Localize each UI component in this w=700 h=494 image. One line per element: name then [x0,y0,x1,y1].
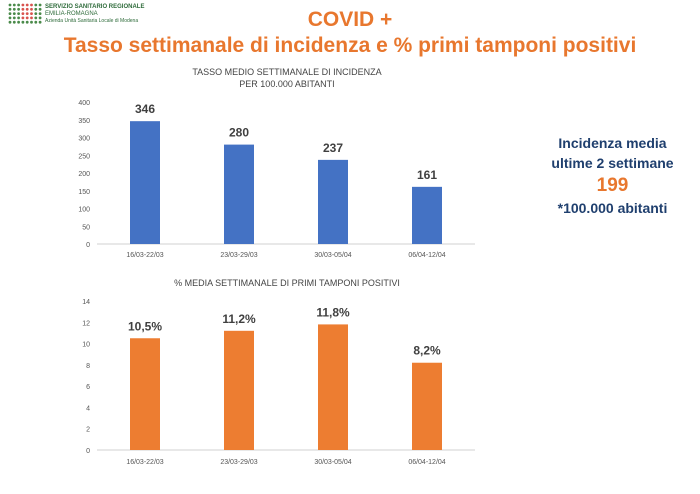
x-tick-label: 23/03-29/03 [220,459,257,466]
x-tick-label: 30/03-05/04 [314,252,351,259]
logo-dot [34,7,38,11]
logo-dot [12,20,16,24]
org-region: EMILIA-ROMAGNA [45,11,98,17]
logo-dot [34,12,38,16]
x-tick-label: 06/04-12/04 [408,459,445,466]
y-tick-label: 150 [78,189,90,196]
logo-dot [12,12,16,16]
bar [318,324,348,450]
logo-dot [30,20,33,24]
logo-dot [30,7,33,11]
logo-dot [25,16,29,20]
logo-dot [38,20,42,24]
logo-dot [25,3,29,7]
side-box: Incidenza media ultime 2 settimane 199 *… [530,133,695,218]
logo-dot [17,16,20,20]
logo-icon [8,3,42,24]
logo-dot [8,12,12,16]
logo-dot [12,7,16,11]
data-label: 237 [323,141,343,155]
x-tick-label: 30/03-05/04 [314,459,351,466]
chart1-title-line2: PER 100.000 ABITANTI [239,79,335,89]
y-tick-label: 8 [86,363,90,370]
bar [130,121,160,244]
y-tick-label: 4 [86,405,90,412]
logo-dot [38,12,42,16]
org-unit: Azienda Unità Sanitaria Locale di Modena [45,18,139,24]
chart2-title: % MEDIA SETTIMANALE DI PRIMI TAMPONI POS… [174,278,400,288]
page-subtitle: Tasso settimanale di incidenza e % primi… [63,34,637,57]
logo-dot [8,16,12,20]
logo-dot [21,16,25,20]
data-label: 10,5% [128,319,162,333]
bar [224,144,254,244]
y-tick-label: 12 [82,320,90,327]
logo-dot [17,20,20,24]
chart1-title-line1: TASSO MEDIO SETTIMANALE DI INCIDENZA [192,67,382,77]
logo-dot [8,20,12,24]
y-tick-label: 50 [82,224,90,231]
logo-dot [17,7,20,11]
data-label: 346 [135,102,155,116]
x-tick-label: 16/03-22/03 [126,252,163,259]
side-line1: Incidenza media [558,135,667,151]
logo-dot [21,3,25,7]
bar [318,159,348,244]
data-label: 8,2% [413,344,441,358]
logo-dot [12,3,16,7]
x-tick-label: 16/03-22/03 [126,459,163,466]
logo-dot [17,3,20,7]
logo-dot [8,7,12,11]
logo-dot [25,20,29,24]
logo-dot [21,7,25,11]
y-tick-label: 250 [78,153,90,160]
logo-dot [12,16,16,20]
side-line2: ultime 2 settimane [551,155,674,171]
y-tick-label: 200 [78,171,90,178]
bar [412,186,442,244]
bar [224,330,254,450]
x-tick-label: 06/04-12/04 [408,252,445,259]
y-tick-label: 350 [78,118,90,125]
logo-dot [34,16,38,20]
y-tick-label: 2 [86,427,90,434]
logo-dot [21,20,25,24]
chart1-title: TASSO MEDIO SETTIMANALE DI INCIDENZA PER… [97,66,477,90]
data-label: 11,2% [222,312,256,326]
side-line4: *100.000 abitanti [557,200,668,216]
org-name: SERVIZIO SANITARIO REGIONALE [45,4,145,10]
logo-dot [30,12,33,16]
logo-dot [38,3,42,7]
logo-dot [25,12,29,16]
y-tick-label: 300 [78,136,90,143]
side-value: 199 [596,175,629,196]
logo-dot [8,3,12,7]
logo-dot [38,16,42,20]
y-tick-label: 14 [82,299,90,306]
y-tick-label: 6 [86,384,90,391]
x-tick-label: 23/03-29/03 [220,252,257,259]
logo-dot [17,12,20,16]
y-tick-label: 0 [86,448,90,455]
y-tick-label: 0 [86,242,90,249]
page-title: COVID + [307,8,393,31]
logo-dot [30,16,33,20]
y-tick-label: 10 [82,342,90,349]
logo-dot [34,20,38,24]
bar [412,362,442,450]
y-tick-label: 400 [78,100,90,107]
bar [130,338,160,450]
logo-dot [38,7,42,11]
logo-dot [34,3,38,7]
logo-dot [21,12,25,16]
data-label: 161 [417,168,437,182]
logo-dot [30,3,33,7]
y-tick-label: 100 [78,207,90,214]
data-label: 11,8% [316,305,350,319]
logo-dot [25,7,29,11]
data-label: 280 [229,126,249,140]
